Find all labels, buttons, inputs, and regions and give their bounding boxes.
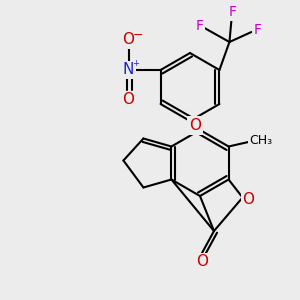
Text: −: −: [132, 28, 143, 41]
Text: +: +: [132, 58, 139, 68]
Text: O: O: [189, 118, 201, 133]
Text: F: F: [195, 19, 203, 33]
Text: F: F: [254, 23, 261, 37]
Text: O: O: [243, 192, 255, 207]
Text: O: O: [123, 32, 135, 47]
Text: O: O: [123, 92, 135, 107]
Text: N: N: [123, 62, 134, 77]
Text: O: O: [196, 254, 208, 269]
Text: CH₃: CH₃: [249, 134, 272, 147]
Text: F: F: [228, 5, 236, 19]
